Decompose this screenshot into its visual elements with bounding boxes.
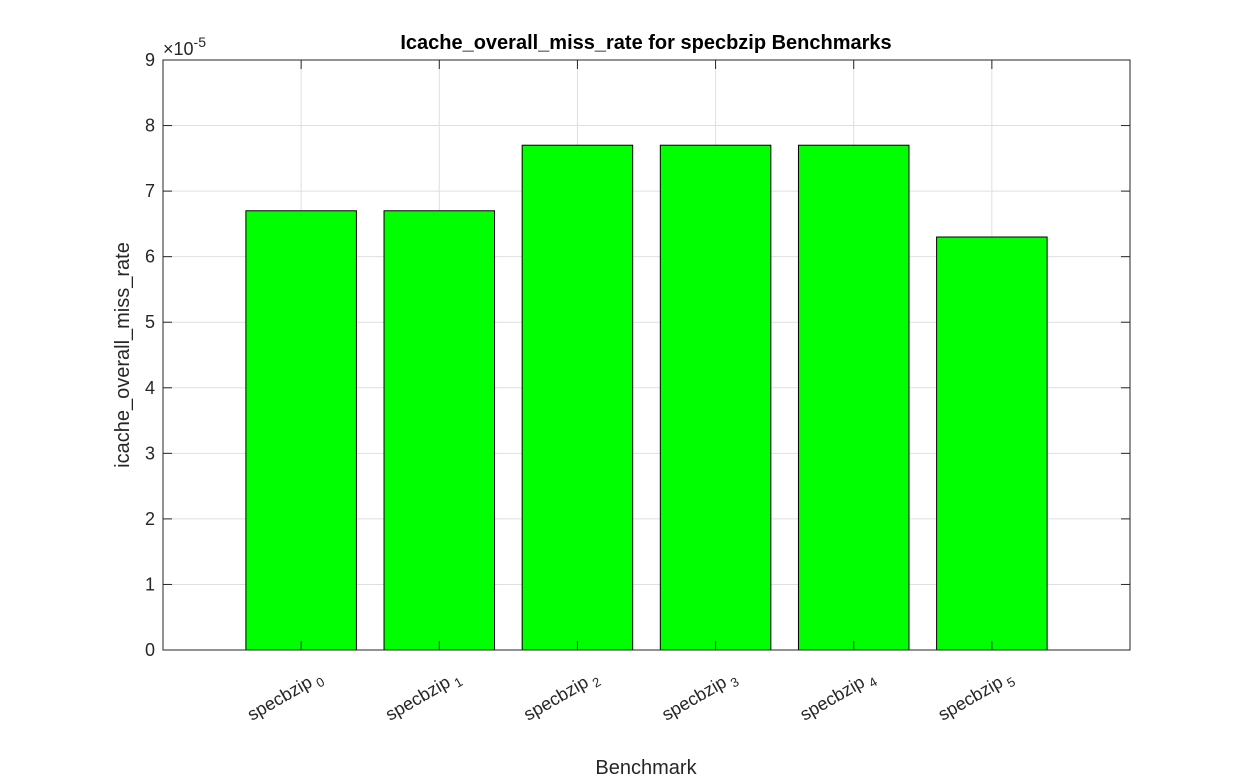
x-tick-label: specbzip3	[658, 666, 741, 728]
x-tick-label: specbzip5	[935, 666, 1018, 728]
bar-specbzip-5	[936, 236, 1048, 651]
y-tick-label: 8	[145, 116, 155, 136]
y-tick-label: 5	[145, 312, 155, 332]
y-tick-label: 7	[145, 181, 155, 201]
y-exponent-label: ×10-5	[163, 34, 206, 59]
x-tick-label: specbzip1	[382, 666, 465, 728]
x-axis-label: Benchmark	[595, 757, 697, 779]
bar-specbzip-2	[521, 144, 634, 651]
chart-title: Icache_overall_miss_rate for specbzip Be…	[400, 32, 891, 54]
y-axis-label: icache_overall_miss_rate	[112, 242, 134, 468]
y-tick-labels: 0 1 2 3 4 5 6 7 8 9	[145, 50, 155, 660]
y-tick-label: 1	[145, 574, 155, 594]
bar-specbzip-4	[797, 144, 910, 651]
x-tick-labels: specbzip0 specbzip1 specbzip2 specbzip3 spec…	[244, 666, 1018, 728]
y-tick-label: 3	[145, 443, 155, 463]
y-tick-label: 0	[145, 640, 155, 660]
x-tick-label: specbzip2	[520, 666, 603, 728]
x-tick-label: specbzip0	[244, 666, 327, 728]
y-exponent-power: -5	[194, 34, 207, 50]
bar-specbzip-3	[659, 144, 772, 651]
y-tick-label: 6	[145, 247, 155, 267]
ticks	[163, 59, 1130, 651]
bars	[245, 144, 1048, 651]
y-tick-label: 9	[145, 50, 155, 70]
y-exponent-base: ×10	[163, 39, 194, 59]
x-tick-label: specbzip4	[796, 666, 879, 728]
bar-specbzip-1	[383, 210, 496, 651]
y-tick-label: 2	[145, 509, 155, 529]
plot-area	[162, 59, 1131, 651]
bar-specbzip-0	[245, 210, 357, 651]
y-tick-label: 4	[145, 378, 155, 398]
